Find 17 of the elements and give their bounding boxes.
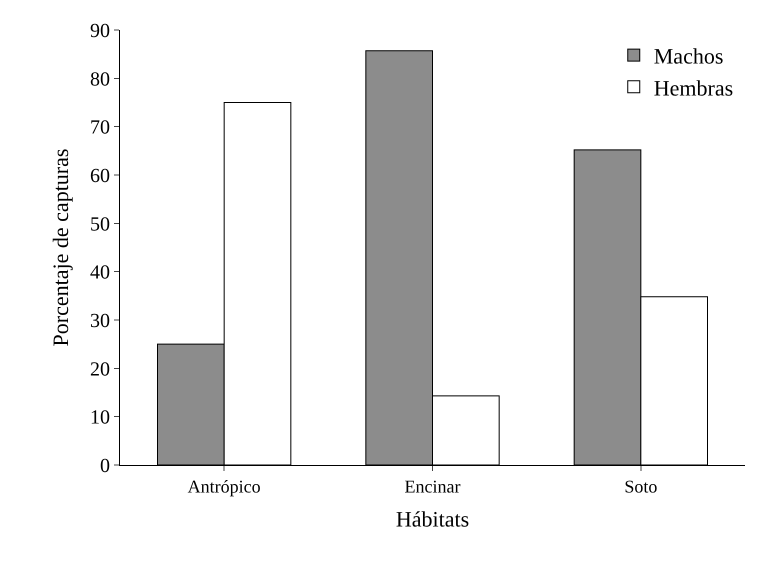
- y-tick-label: 70: [90, 116, 110, 139]
- legend-label: Hembras: [654, 75, 734, 100]
- y-tick-label: 40: [90, 262, 110, 284]
- legend-label: Machos: [654, 44, 724, 69]
- x-tick-label: Antrópico: [188, 476, 261, 497]
- x-tick-label: Soto: [624, 476, 658, 497]
- y-tick-label: 80: [90, 68, 110, 90]
- y-axis-title: Porcentaje de capturas: [48, 148, 73, 346]
- y-tick-label: 0: [100, 455, 110, 477]
- y-tick-label: 30: [90, 310, 110, 332]
- y-tick-label: 50: [90, 213, 110, 236]
- y-tick-label: 90: [90, 20, 110, 42]
- y-tick-label: 10: [90, 406, 110, 429]
- x-tick-label: Encinar: [404, 476, 460, 497]
- x-axis-title: Hábitats: [396, 506, 470, 532]
- y-tick-label: 60: [90, 165, 110, 187]
- y-tick-label: 20: [90, 358, 110, 380]
